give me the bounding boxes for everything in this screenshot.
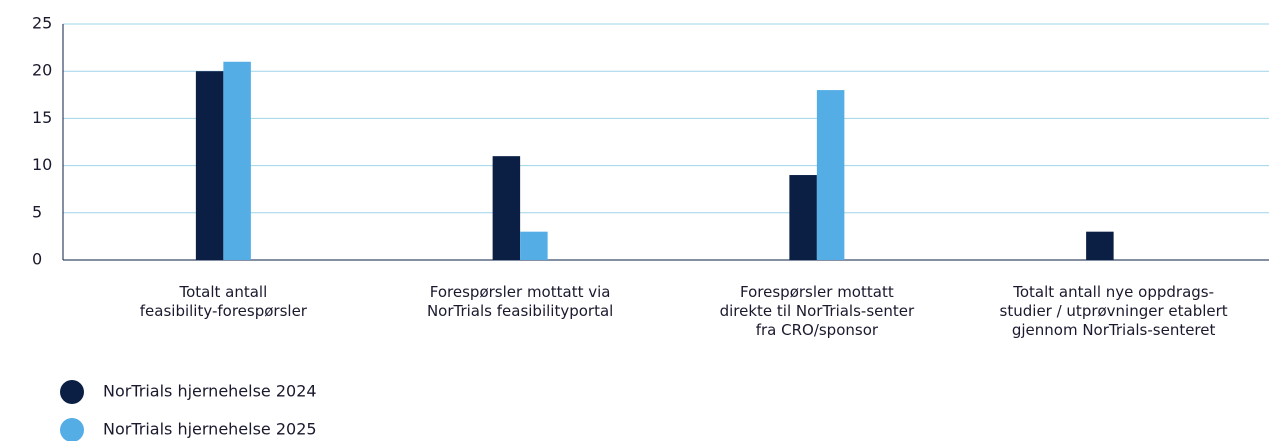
y-tick-label: 15: [32, 108, 52, 127]
x-tick-label: Totalt antall feasibility-forespørsler: [139, 283, 307, 320]
legend-swatch: [60, 380, 84, 404]
bar: [492, 156, 521, 260]
legend-swatch: [60, 418, 84, 441]
x-tick-label: Totalt antall nye oppdrags- studier / ut…: [999, 283, 1228, 339]
x-tick-label: Forespørsler mottatt via NorTrials feasi…: [426, 283, 614, 320]
bar: [816, 90, 845, 260]
y-tick-label: 0: [32, 250, 42, 269]
y-tick-label: 10: [32, 155, 52, 174]
bar: [1086, 231, 1114, 260]
bar: [789, 175, 817, 260]
y-tick-label: 20: [32, 61, 52, 80]
legend-label: NorTrials hjernehelse 2025: [103, 420, 317, 439]
bar: [195, 71, 224, 260]
y-tick-label: 5: [32, 202, 42, 221]
bar: [223, 61, 251, 261]
bar: [520, 231, 548, 260]
legend-label: NorTrials hjernehelse 2024: [103, 382, 317, 401]
y-tick-label: 25: [32, 14, 52, 33]
x-tick-label: Forespørsler mottatt direkte til NorTria…: [719, 283, 915, 339]
